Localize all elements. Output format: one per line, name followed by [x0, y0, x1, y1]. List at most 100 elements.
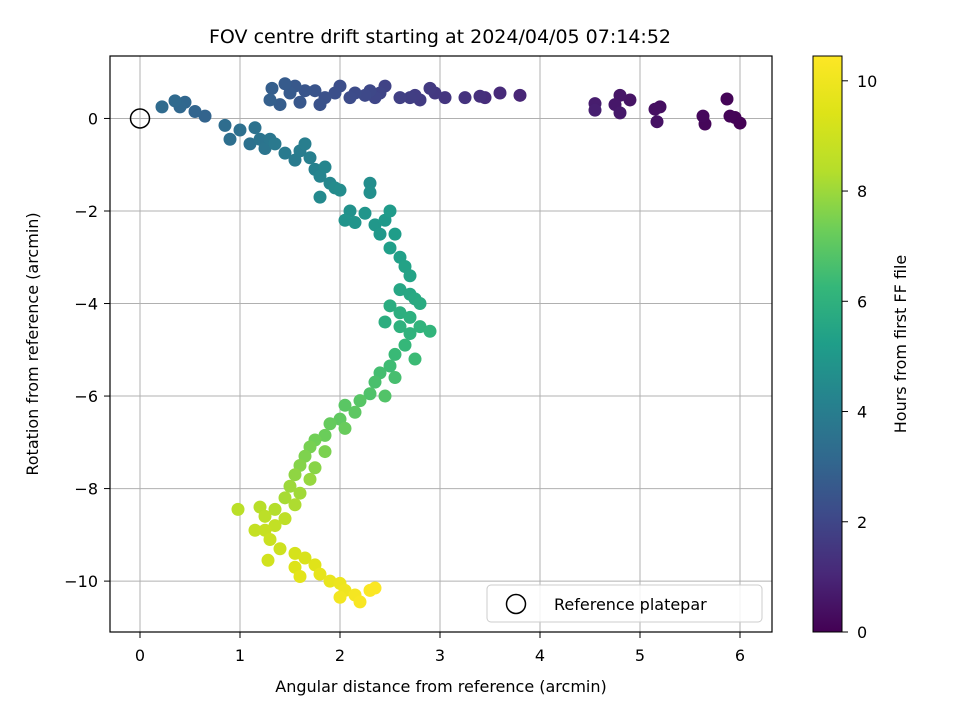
- x-tick-label: 0: [135, 646, 145, 665]
- data-point: [383, 359, 397, 373]
- legend-box: [486, 584, 763, 623]
- data-point: [353, 394, 367, 408]
- data-point: [303, 151, 317, 165]
- data-point: [393, 91, 407, 105]
- data-point: [388, 371, 402, 385]
- colorbar: 0 2 4 6 8 10 Hours from first FF file: [812, 55, 910, 642]
- data-point: [403, 310, 417, 324]
- data-point: [278, 77, 292, 91]
- data-point: [231, 502, 245, 516]
- reference-marker: [129, 108, 151, 129]
- data-point: [198, 109, 212, 123]
- data-point: [283, 479, 297, 493]
- data-point: [268, 502, 282, 516]
- data-point: [308, 461, 322, 475]
- data-point: [696, 109, 710, 123]
- colorbar-gradient: [812, 55, 843, 633]
- data-point: [393, 306, 407, 320]
- data-point: [473, 89, 487, 103]
- x-tick-label: 4: [535, 646, 545, 665]
- y-tick-label: −8: [74, 480, 98, 499]
- data-point: [363, 176, 377, 190]
- data-point: [413, 297, 427, 311]
- data-point: [261, 553, 275, 567]
- data-point: [343, 91, 357, 105]
- data-point: [348, 216, 362, 230]
- colorbar-tick-label: 6: [857, 292, 867, 311]
- y-tick-label: −2: [74, 202, 98, 221]
- colorbar-tick-label: 2: [857, 513, 867, 532]
- x-tick-label: 5: [635, 646, 645, 665]
- data-point: [358, 88, 372, 102]
- y-tick-label: −4: [74, 295, 98, 314]
- colorbar-tick-label: 10: [857, 72, 877, 91]
- data-point: [263, 93, 277, 107]
- data-point: [493, 86, 507, 100]
- y-tick-label: 0: [88, 109, 98, 128]
- data-point: [268, 137, 282, 151]
- data-point: [155, 100, 169, 114]
- data-point: [318, 160, 332, 174]
- data-point: [423, 324, 437, 338]
- grid: [110, 56, 772, 632]
- data-point: [288, 468, 302, 482]
- legend-reference-marker: [505, 593, 527, 615]
- data-point: [388, 227, 402, 241]
- data-point: [378, 389, 392, 403]
- data-points: [155, 77, 747, 609]
- data-point: [648, 102, 662, 116]
- x-ticks: 0 1 2 3 4 5 6: [135, 632, 745, 665]
- chart-title: FOV centre drift starting at 2024/04/05 …: [209, 26, 671, 48]
- y-axis-label: Rotation from reference (arcmin): [23, 212, 42, 475]
- data-point: [248, 121, 262, 135]
- x-tick-label: 1: [235, 646, 245, 665]
- legend: Reference platepar: [486, 584, 763, 623]
- data-point: [265, 81, 279, 95]
- data-point: [273, 98, 287, 112]
- data-point: [303, 472, 317, 486]
- data-point: [333, 590, 347, 604]
- data-point: [293, 95, 307, 109]
- data-point: [613, 106, 627, 120]
- data-point: [318, 428, 332, 442]
- data-point: [278, 146, 292, 160]
- data-point: [408, 352, 422, 366]
- data-point: [263, 532, 277, 546]
- colorbar-label: Hours from first FF file: [891, 255, 910, 434]
- data-point: [338, 213, 352, 227]
- data-point: [258, 509, 272, 523]
- data-point: [273, 542, 287, 556]
- data-point: [423, 81, 437, 95]
- data-point: [403, 91, 417, 105]
- data-point: [383, 241, 397, 255]
- data-point: [720, 92, 734, 106]
- data-point: [588, 103, 602, 117]
- colorbar-tick-label: 0: [857, 623, 867, 642]
- legend-reference-label: Reference platepar: [554, 595, 707, 614]
- data-point: [338, 421, 352, 435]
- y-tick-label: −6: [74, 387, 98, 406]
- data-point: [313, 98, 327, 112]
- y-ticks: 0 −2 −4 −6 −8 −10: [64, 109, 110, 591]
- data-point: [368, 375, 382, 389]
- data-point: [348, 405, 362, 419]
- data-point: [328, 86, 342, 100]
- x-tick-label: 3: [435, 646, 445, 665]
- data-point: [403, 269, 417, 283]
- data-point: [168, 94, 182, 108]
- data-point: [248, 523, 262, 537]
- data-point: [358, 206, 372, 220]
- data-point: [333, 183, 347, 197]
- data-point: [313, 567, 327, 581]
- data-point: [188, 105, 202, 119]
- colorbar-tick-label: 8: [857, 182, 867, 201]
- data-point: [373, 227, 387, 241]
- data-point: [623, 93, 637, 107]
- data-point: [223, 132, 237, 146]
- data-point: [323, 417, 337, 431]
- data-point: [278, 491, 292, 505]
- colorbar-tick-label: 4: [857, 403, 867, 422]
- data-point: [393, 283, 407, 297]
- data-point: [293, 569, 307, 583]
